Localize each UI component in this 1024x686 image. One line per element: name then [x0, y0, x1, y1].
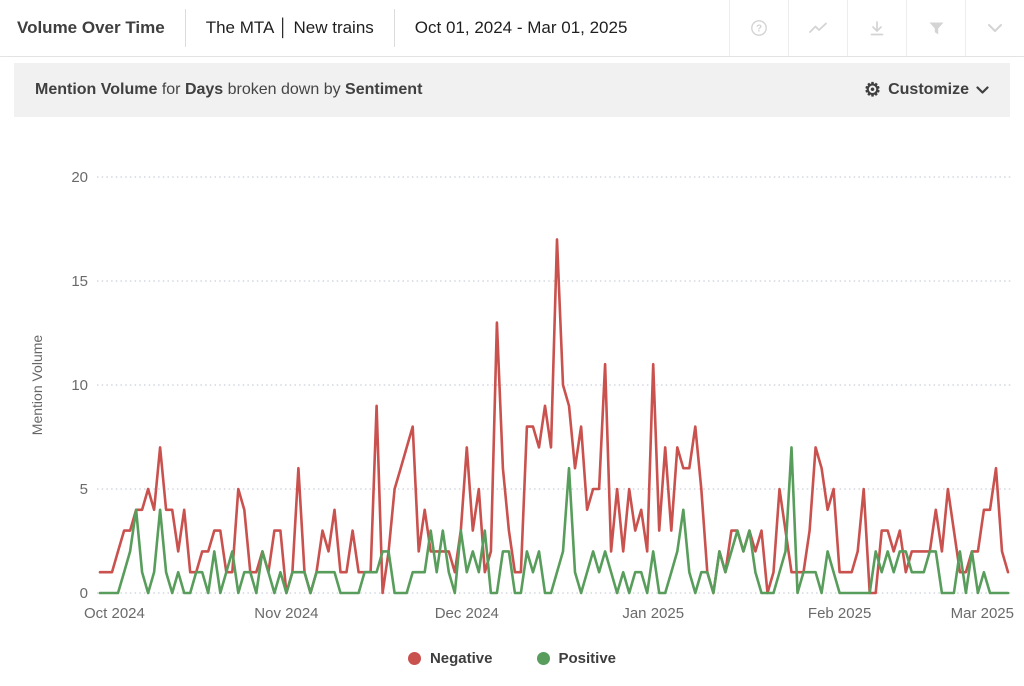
download-button[interactable]: [847, 0, 906, 56]
help-icon: ?: [750, 19, 768, 37]
svg-text:20: 20: [71, 169, 88, 186]
svg-text:0: 0: [80, 585, 88, 602]
svg-text:Nov 2024: Nov 2024: [254, 605, 318, 622]
divider: [184, 9, 186, 47]
volume-chart[interactable]: 0 5 10 15 20 Oct 2024 Nov 2024 Dec 2024 Jan 2025…: [0, 120, 1024, 640]
svg-text:5: 5: [80, 481, 88, 498]
download-icon: [869, 20, 885, 37]
chart-type-button[interactable]: [788, 0, 847, 56]
breakdown-name: Sentiment: [345, 81, 423, 98]
header-titles: Volume Over Time The MTA │ New trains Oc…: [0, 0, 729, 56]
svg-text:Mar 2025: Mar 2025: [951, 605, 1014, 622]
topic-scope: The MTA │ New trains: [205, 18, 374, 37]
collapse-button[interactable]: [965, 0, 1024, 56]
interval-name: Days: [184, 81, 224, 98]
metric-name: Mention Volume: [35, 81, 158, 98]
negative-dot-icon: [407, 652, 421, 665]
widget-header: Volume Over Time The MTA │ New trains Oc…: [0, 0, 1024, 57]
svg-text:Feb 2025: Feb 2025: [808, 605, 871, 622]
line-chart-icon: [808, 20, 828, 36]
divider: [393, 9, 395, 47]
svg-text:Jan 2025: Jan 2025: [622, 605, 684, 622]
positive-dot-icon: [536, 652, 550, 665]
widget-title: Volume Over Time: [17, 18, 165, 37]
legend-label: Negative: [429, 650, 493, 667]
chevron-down-icon: [987, 23, 1003, 33]
header-actions: ?: [729, 0, 1024, 56]
svg-text:Mention Volume: Mention Volume: [29, 335, 45, 436]
chart-config-bar: Mention Volume for Days broken down by S…: [14, 63, 1010, 117]
legend-item-positive[interactable]: Positive: [536, 650, 617, 667]
filter-button[interactable]: [906, 0, 965, 56]
svg-text:15: 15: [71, 273, 88, 290]
gear-icon: ⚙: [864, 79, 882, 101]
filter-icon: [928, 20, 945, 36]
legend-label: Positive: [558, 650, 617, 667]
chart-area: 0 5 10 15 20 Oct 2024 Nov 2024 Dec 2024 Jan 2025…: [0, 120, 1024, 640]
chart-config-summary: Mention Volume for Days broken down by S…: [35, 81, 423, 98]
svg-text:Dec 2024: Dec 2024: [435, 605, 499, 622]
svg-text:?: ?: [756, 24, 762, 35]
date-range: Oct 01, 2024 - Mar 01, 2025: [414, 18, 628, 37]
chevron-down-icon: [976, 85, 989, 95]
svg-text:Oct 2024: Oct 2024: [84, 605, 145, 622]
chart-legend: Negative Positive: [0, 650, 1024, 667]
legend-item-negative[interactable]: Negative: [407, 650, 493, 667]
svg-text:10: 10: [71, 377, 88, 394]
help-button[interactable]: ?: [729, 0, 788, 56]
customize-label: Customize: [888, 81, 969, 98]
customize-button[interactable]: ⚙ Customize: [864, 81, 989, 100]
